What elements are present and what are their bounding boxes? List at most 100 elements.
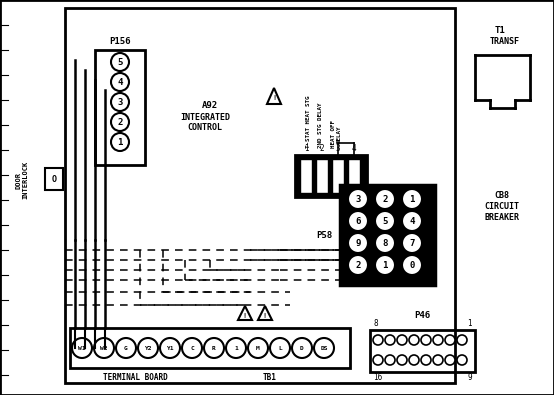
Text: L: L [278,346,282,350]
Text: W1: W1 [78,346,86,350]
Bar [332,159,344,193]
Circle shape [111,53,129,71]
Circle shape [385,335,395,345]
Circle shape [111,93,129,111]
Text: 1: 1 [117,137,122,147]
Circle shape [111,113,129,131]
Circle shape [402,211,422,231]
Circle shape [409,355,419,365]
Circle shape [226,338,246,358]
Text: 6: 6 [355,216,361,226]
Text: TRANSF: TRANSF [490,36,520,45]
Bar [295,155,367,197]
Text: 3: 3 [355,194,361,203]
Circle shape [373,355,383,365]
Text: DOOR
INTERLOCK: DOOR INTERLOCK [16,161,28,199]
Text: 4: 4 [409,216,415,226]
Text: A92: A92 [202,100,218,109]
Text: 1: 1 [382,260,388,269]
Bar [340,185,435,285]
Circle shape [348,233,368,253]
Text: !: ! [272,95,276,101]
Text: 5: 5 [117,58,122,66]
Circle shape [292,338,312,358]
Text: DS: DS [320,346,328,350]
Text: C: C [190,346,194,350]
Text: W2: W2 [100,346,107,350]
Circle shape [375,189,395,209]
Circle shape [375,211,395,231]
Circle shape [348,211,368,231]
Circle shape [457,335,467,345]
Text: Y2: Y2 [144,346,152,350]
Circle shape [397,355,407,365]
Text: TERMINAL BOARD: TERMINAL BOARD [102,372,167,382]
Text: P58: P58 [316,231,332,239]
Text: 0: 0 [409,260,415,269]
Text: TB1: TB1 [263,372,277,382]
Circle shape [204,338,224,358]
Text: 8: 8 [382,239,388,248]
Text: G: G [124,346,128,350]
Circle shape [111,73,129,91]
Bar [45,168,63,190]
Text: !: ! [243,313,247,319]
Text: !: ! [263,313,267,319]
Bar [370,330,475,372]
Bar [70,328,350,368]
Text: INTEGRATED: INTEGRATED [180,113,230,122]
Circle shape [397,335,407,345]
Text: Y1: Y1 [166,346,174,350]
Circle shape [445,335,455,345]
Circle shape [270,338,290,358]
Text: 3: 3 [117,98,122,107]
Text: 1: 1 [468,318,472,327]
Bar [316,159,328,193]
Circle shape [457,355,467,365]
Text: BREAKER: BREAKER [485,213,520,222]
Circle shape [314,338,334,358]
Text: 1: 1 [234,346,238,350]
Text: P156: P156 [109,36,131,45]
Circle shape [116,338,136,358]
Circle shape [348,189,368,209]
Text: M: M [256,346,260,350]
Text: 4: 4 [352,143,356,152]
Circle shape [72,338,92,358]
Text: 16: 16 [373,374,382,382]
Bar [300,159,312,193]
Text: T1: T1 [495,26,506,34]
Text: 9: 9 [468,374,472,382]
Text: 7: 7 [409,239,415,248]
Circle shape [348,255,368,275]
Circle shape [385,355,395,365]
Text: CONTROL: CONTROL [187,122,223,132]
Circle shape [182,338,202,358]
Text: 2ND STG DELAY: 2ND STG DELAY [317,102,322,148]
Text: 2: 2 [382,194,388,203]
Circle shape [409,335,419,345]
Circle shape [402,255,422,275]
Circle shape [248,338,268,358]
Circle shape [94,338,114,358]
Text: P46: P46 [414,312,430,320]
Text: 9: 9 [355,239,361,248]
Text: O: O [52,175,57,184]
Circle shape [375,255,395,275]
Text: D: D [300,346,304,350]
Circle shape [421,335,431,345]
Text: 2: 2 [355,260,361,269]
Circle shape [421,355,431,365]
Text: CB8: CB8 [495,190,510,199]
Text: 2: 2 [117,117,122,126]
Text: CIRCUIT: CIRCUIT [485,201,520,211]
Text: 4: 4 [117,77,122,87]
Circle shape [373,335,383,345]
Circle shape [445,355,455,365]
Circle shape [160,338,180,358]
Bar [95,50,145,165]
Circle shape [402,189,422,209]
Circle shape [433,355,443,365]
Bar [348,159,360,193]
Text: 1: 1 [304,143,309,152]
